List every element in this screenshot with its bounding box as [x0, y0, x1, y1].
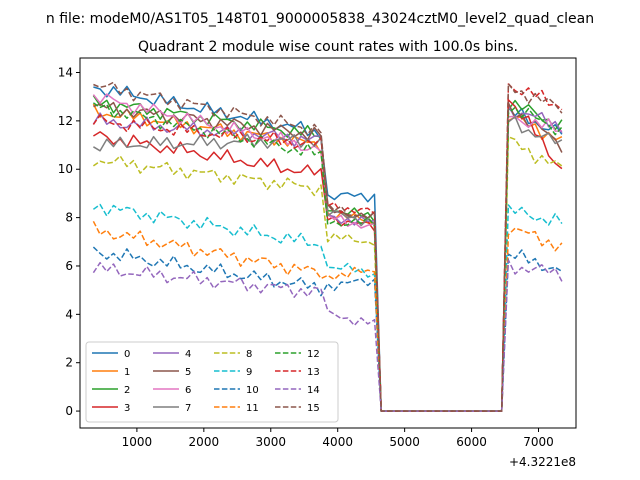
x-tick-label: 4000	[322, 435, 353, 449]
legend-label-2: 2	[124, 385, 130, 396]
legend-label-15: 15	[307, 403, 320, 414]
legend-label-3: 3	[124, 403, 130, 414]
y-tick-label: 10	[58, 162, 73, 176]
chart-supertitle: n file: modeM0/AS1T05_148T01_9000005838_…	[46, 11, 594, 27]
legend-label-14: 14	[307, 385, 320, 396]
series-line-15	[93, 81, 563, 412]
x-tick-label: 2000	[189, 435, 220, 449]
legend-label-6: 6	[185, 385, 191, 396]
plot-frame	[79, 57, 577, 429]
chart-title: Quadrant 2 module wise count rates with …	[138, 39, 518, 55]
x-axis: 1000 2000 3000 4000 5000 6000 7000	[122, 428, 554, 449]
legend-label-10: 10	[246, 385, 259, 396]
x-offset-label: +4.3221e8	[509, 455, 576, 469]
x-tick-label: 6000	[456, 435, 487, 449]
legend-label-5: 5	[185, 367, 191, 378]
legend-label-8: 8	[246, 349, 252, 360]
legend-label-12: 12	[307, 349, 320, 360]
legend-label-0: 0	[124, 349, 130, 360]
x-tick-label: 3000	[255, 435, 286, 449]
y-axis: 0 2 4 6 8 10 12 14	[58, 66, 80, 418]
y-tick-label: 12	[58, 114, 73, 128]
y-tick-label: 8	[65, 211, 73, 225]
y-tick-label: 0	[65, 404, 73, 418]
series-group	[92, 81, 563, 412]
series-line-8	[92, 136, 563, 412]
y-tick-label: 2	[65, 356, 73, 370]
y-tick-label: 14	[58, 66, 73, 80]
x-tick-label: 5000	[389, 435, 420, 449]
legend-label-4: 4	[185, 349, 191, 360]
legend-label-7: 7	[185, 403, 191, 414]
legend-label-13: 13	[307, 367, 320, 378]
y-tick-label: 4	[65, 307, 73, 321]
legend-label-11: 11	[246, 403, 259, 414]
series-line-14	[92, 259, 563, 412]
legend-label-9: 9	[246, 367, 252, 378]
series-line-11	[92, 220, 563, 412]
y-tick-label: 6	[65, 259, 73, 273]
x-tick-label: 1000	[122, 435, 153, 449]
x-tick-label: 7000	[523, 435, 554, 449]
legend-label-1: 1	[124, 367, 130, 378]
legend-frame	[85, 341, 339, 423]
